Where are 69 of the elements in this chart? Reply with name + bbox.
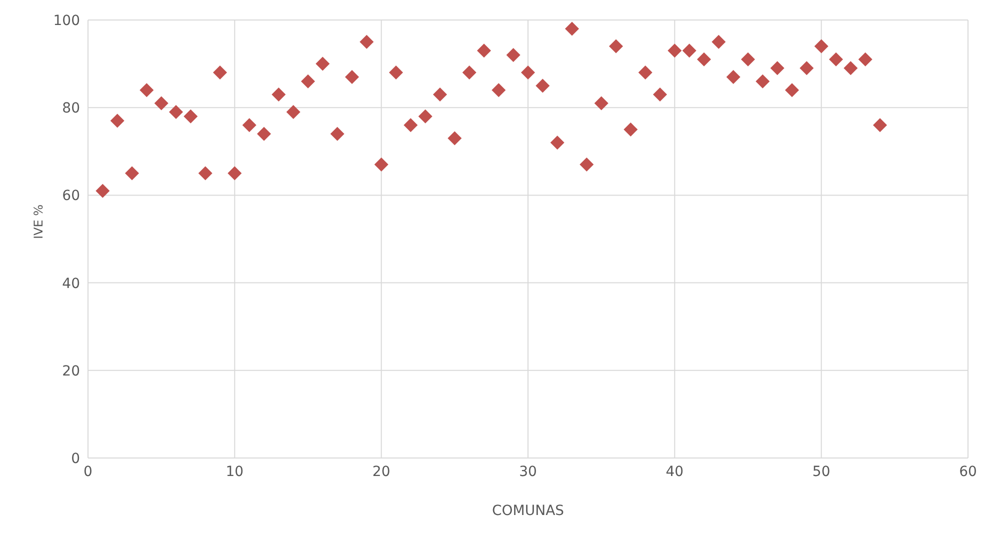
y-axis-title: IVE % <box>31 204 46 239</box>
point <box>96 184 110 198</box>
point <box>418 109 432 124</box>
point <box>668 44 682 58</box>
point <box>228 166 242 180</box>
point <box>492 83 506 98</box>
point <box>697 52 711 66</box>
point <box>550 136 564 150</box>
x-tick-label: 30 <box>519 464 537 480</box>
point <box>624 122 638 136</box>
point <box>609 39 623 54</box>
point <box>594 96 608 110</box>
point <box>858 52 872 66</box>
point <box>712 34 726 49</box>
point <box>565 22 579 36</box>
point <box>536 78 550 93</box>
point <box>301 74 315 88</box>
x-tick-label: 50 <box>812 464 830 480</box>
point <box>360 34 374 49</box>
y-tick-label: 20 <box>62 363 80 380</box>
y-tick-label: 0 <box>71 450 80 467</box>
point <box>154 96 168 110</box>
y-tick-label: 100 <box>53 12 80 29</box>
point <box>257 126 271 141</box>
point <box>770 61 784 76</box>
point <box>125 166 139 180</box>
x-tick-label: 20 <box>372 464 390 480</box>
x-tick-label: 10 <box>226 464 244 480</box>
x-axis-title: COMUNAS <box>492 503 564 519</box>
point <box>345 70 359 84</box>
point <box>110 114 124 128</box>
point <box>374 158 388 172</box>
point <box>477 44 491 58</box>
y-tick-label: 80 <box>62 100 80 117</box>
point <box>741 52 755 66</box>
point <box>800 61 814 76</box>
point <box>506 48 520 62</box>
point <box>653 87 667 102</box>
point <box>433 87 447 102</box>
point <box>462 66 476 80</box>
point <box>638 66 652 80</box>
y-tick-label: 60 <box>62 188 80 204</box>
point <box>184 109 198 124</box>
x-tick-label: 60 <box>959 464 977 480</box>
point <box>140 83 154 98</box>
point <box>316 56 330 71</box>
x-tick-label: 0 <box>84 464 92 480</box>
point <box>448 131 462 146</box>
point <box>213 66 227 80</box>
point <box>404 118 418 132</box>
point <box>682 44 696 58</box>
point <box>286 104 300 119</box>
point <box>580 158 594 172</box>
point <box>330 126 344 141</box>
point <box>814 39 828 54</box>
y-tick-label: 40 <box>62 276 80 292</box>
point <box>521 66 535 80</box>
point <box>242 118 256 132</box>
point <box>829 52 843 66</box>
point <box>785 83 799 98</box>
point <box>198 166 212 180</box>
point <box>169 104 183 119</box>
point <box>844 61 858 76</box>
x-tick-label: 40 <box>666 464 684 480</box>
point <box>272 87 286 102</box>
point <box>726 70 740 84</box>
point <box>389 66 403 80</box>
point <box>756 74 770 88</box>
point <box>873 118 887 132</box>
